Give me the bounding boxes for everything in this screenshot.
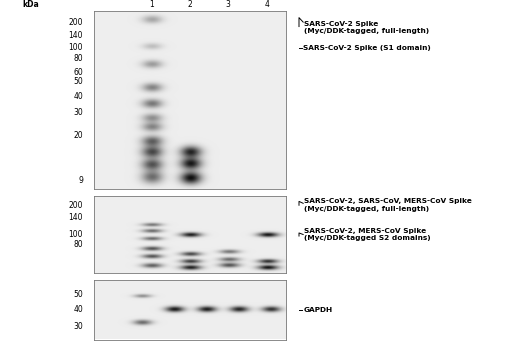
Text: 1: 1 (149, 0, 154, 9)
Text: 140: 140 (69, 213, 83, 222)
Text: SARS-CoV-2, SARS-CoV, MERS-CoV Spike
(Myc/DDK-tagged, full-length): SARS-CoV-2, SARS-CoV, MERS-CoV Spike (My… (304, 198, 472, 212)
Text: 3: 3 (226, 0, 231, 9)
Text: 40: 40 (73, 92, 83, 101)
Text: 200: 200 (69, 19, 83, 28)
Text: SARS-CoV-2, MERS-CoV Spike
(Myc/DDK-tagged S2 domains): SARS-CoV-2, MERS-CoV Spike (Myc/DDK-tagg… (304, 228, 431, 241)
Text: SARS-CoV-2 Spike (S1 domain): SARS-CoV-2 Spike (S1 domain) (303, 45, 431, 51)
Text: 140: 140 (69, 31, 83, 40)
Text: kDa: kDa (23, 0, 40, 9)
Text: 9: 9 (79, 176, 83, 184)
Text: 80: 80 (73, 54, 83, 63)
Text: SARS-CoV-2 Spike
(Myc/DDK-tagged, full-length): SARS-CoV-2 Spike (Myc/DDK-tagged, full-l… (304, 21, 430, 34)
Text: 100: 100 (69, 43, 83, 52)
Text: 60: 60 (73, 69, 83, 77)
Text: 200: 200 (69, 201, 83, 210)
Text: 20: 20 (73, 131, 83, 140)
Text: 50: 50 (73, 290, 83, 299)
Text: 2: 2 (187, 0, 192, 9)
Text: 100: 100 (69, 230, 83, 239)
Text: 4: 4 (264, 0, 269, 9)
Text: GAPDH: GAPDH (303, 307, 332, 313)
Text: 50: 50 (73, 77, 83, 86)
Text: 80: 80 (73, 240, 83, 249)
Text: 40: 40 (73, 305, 83, 314)
Text: 30: 30 (73, 322, 83, 331)
Text: 30: 30 (73, 108, 83, 117)
